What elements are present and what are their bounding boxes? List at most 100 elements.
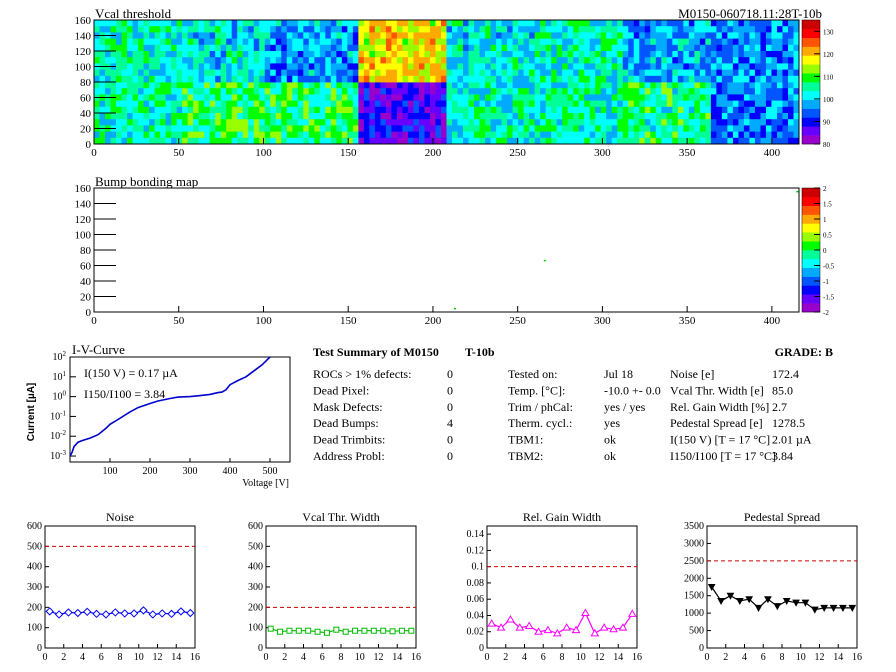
heatmap-cell [727,26,734,33]
heatmap-cell [330,113,337,120]
data-point [782,597,791,605]
defect-label: Dead Pixel: [313,383,369,397]
heatmap-cell [490,51,497,58]
heatmap-cell [270,88,277,95]
heatmap-cell [507,26,513,33]
heatmap-cell [776,82,783,89]
heatmap-cell [496,137,502,145]
heatmap-cell [754,51,761,58]
heatmap-cell [716,125,723,132]
heatmap-cell [391,106,398,114]
heatmap-cell [165,75,172,83]
heatmap-cell [738,57,745,64]
heatmap-cell [644,137,651,145]
heatmap-cell [182,88,189,95]
heatmap-cell [429,26,436,33]
heatmap-cell [710,131,717,139]
heatmap-cell [496,100,502,108]
x-tick-label: 150 [340,147,357,159]
heatmap-cell [99,137,106,145]
heatmap-cell [215,38,222,46]
heatmap-cell [242,38,249,46]
heatmap-cell [727,38,734,46]
heatmap-cell [683,100,690,108]
heatmap-cell [391,137,398,145]
heatmap-cell [204,125,211,132]
heatmap-cell [628,51,635,58]
heatmap-cell [655,131,662,139]
color-scale-band [802,267,820,277]
heatmap-cell [540,57,547,64]
heatmap-cell [193,82,200,89]
heatmap-cell [507,44,513,52]
heatmap-cell [358,82,365,89]
heatmap-cell [369,88,376,95]
heatmap-cell [198,20,205,27]
heatmap-cell [402,125,409,132]
heatmap-cell [292,106,299,114]
heatmap-cell [215,20,222,27]
heatmap-cell [380,94,387,101]
heatmap-cell [683,88,690,95]
x-tick-label: 200 [425,315,442,327]
heatmap-cell [589,88,596,95]
heatmap-cell [121,125,128,132]
heatmap-cell [110,75,117,83]
heatmap-cell [655,44,662,52]
heatmap-cell [556,51,563,58]
heatmap-cell [248,137,255,145]
heatmap-cell [573,137,580,145]
heatmap-cell [710,69,717,77]
heatmap-cell [463,63,469,70]
heatmap-cell [760,106,767,114]
heatmap-cell [176,38,183,46]
heatmap-cell [540,113,547,120]
heatmap-cell [154,100,161,108]
heatmap-cell [143,137,150,145]
heatmap-cell [198,94,205,101]
heatmap-cell [666,32,673,39]
heatmap-cell [281,106,288,114]
heatmap-cell [655,32,662,39]
heatmap-cell [176,57,183,64]
heatmap-cell [584,100,591,108]
heatmap-cell [385,32,392,39]
heatmap-cell [584,38,591,46]
heatmap-cell [496,26,502,33]
heatmap-cell [391,44,398,52]
heatmap-cell [319,51,326,58]
heatmap-cell [341,137,348,145]
heatmap-cell [732,20,739,27]
heatmap-cell [446,137,453,145]
heatmap-cell [490,100,497,108]
heatmap-cell [171,82,178,89]
heatmap-cell [600,106,607,114]
heatmap-cell [248,20,255,27]
heatmap-cell [710,51,717,58]
x-tick-label: 6 [761,652,766,663]
heatmap-cell [765,38,772,46]
heatmap-cell [721,75,728,83]
heatmap-cell [358,88,365,95]
heatmap-cell [220,106,227,114]
heatmap-cell [165,38,172,46]
heatmap-cell [617,44,624,52]
heatmap-cell [391,38,398,46]
heatmap-cell [242,131,249,139]
heatmap-cell [639,75,646,83]
heatmap-cell [474,75,480,83]
heatmap-cell [215,125,222,132]
heatmap-cell [452,75,458,83]
heatmap-cell [540,69,547,77]
heatmap-cell [374,113,381,120]
color-scale-label: -2 [823,309,829,317]
heatmap-cell [264,20,271,27]
heatmap-cell [551,137,558,145]
heatmap-cell [622,20,629,27]
heatmap-cell [121,51,128,58]
heatmap-cell [193,20,200,27]
heatmap-cell [407,20,414,27]
heatmap-cell [463,137,469,145]
heatmap-cell [529,94,536,101]
heatmap-cell [385,26,392,33]
